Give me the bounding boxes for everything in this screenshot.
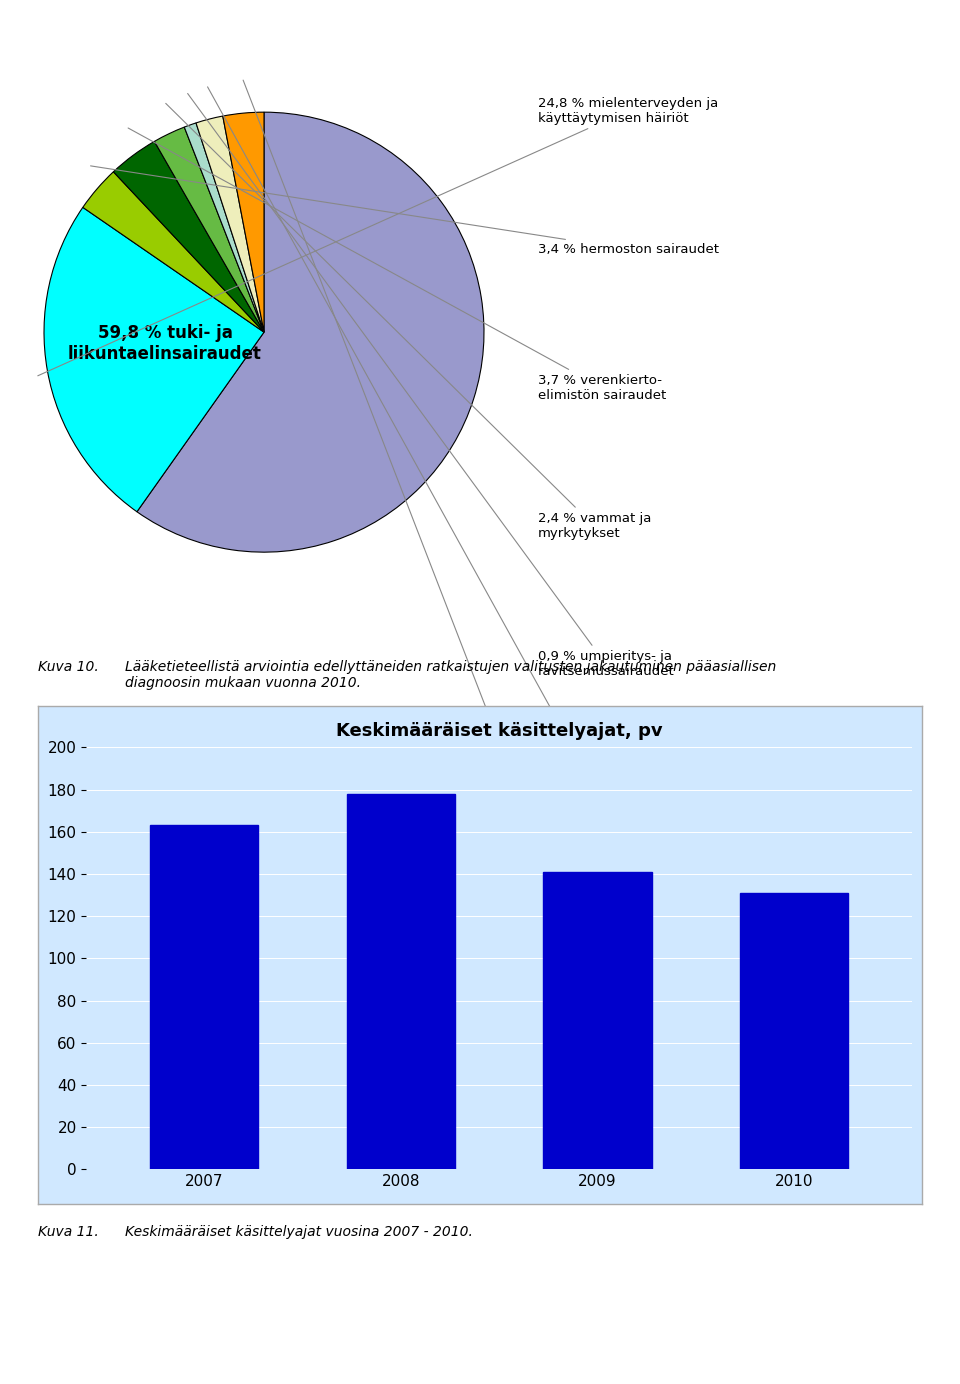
Wedge shape — [223, 112, 264, 332]
Title: Keskimääräiset käsittelyajat, pv: Keskimääräiset käsittelyajat, pv — [336, 722, 662, 740]
Wedge shape — [184, 123, 264, 332]
Text: Keskimääräiset käsittelyajat vuosina 2007 - 2010.: Keskimääräiset käsittelyajat vuosina 200… — [125, 1225, 472, 1239]
Wedge shape — [83, 172, 264, 332]
Bar — [151, 825, 258, 1169]
Text: 2,0 % hengityselinten
sairaudet: 2,0 % hengityselinten sairaudet — [207, 87, 684, 830]
Wedge shape — [113, 141, 264, 332]
Wedge shape — [196, 116, 264, 332]
Text: Kuva 11.: Kuva 11. — [38, 1225, 99, 1239]
Text: 2,4 % vammat ja
myrkytykset: 2,4 % vammat ja myrkytykset — [166, 104, 651, 540]
Text: 0,9 % umpieritys- ja
ravitsemussairaudet: 0,9 % umpieritys- ja ravitsemussairaudet — [187, 94, 674, 678]
Text: 24,8 % mielenterveyden ja
käyttäytymisen häiriöt: 24,8 % mielenterveyden ja käyttäytymisen… — [37, 97, 718, 376]
Bar — [347, 794, 455, 1169]
Wedge shape — [155, 127, 264, 332]
Text: 3,0 % muut: 3,0 % muut — [243, 80, 614, 948]
Wedge shape — [137, 112, 484, 552]
Text: Lääketieteellistä arviointia edellyttäneiden ratkaistujen valitusten jakautumine: Lääketieteellistä arviointia edellyttäne… — [125, 660, 776, 691]
Bar — [740, 893, 848, 1169]
Text: 3,7 % verenkierto-
elimistön sairaudet: 3,7 % verenkierto- elimistön sairaudet — [128, 127, 666, 401]
Text: 3,4 % hermoston sairaudet: 3,4 % hermoston sairaudet — [90, 166, 719, 256]
Text: Kuva 10.: Kuva 10. — [38, 660, 99, 674]
Wedge shape — [44, 208, 264, 512]
Bar — [543, 872, 652, 1169]
Text: 59,8 % tuki- ja
liikuntaelinsairaudet: 59,8 % tuki- ja liikuntaelinsairaudet — [68, 324, 262, 363]
